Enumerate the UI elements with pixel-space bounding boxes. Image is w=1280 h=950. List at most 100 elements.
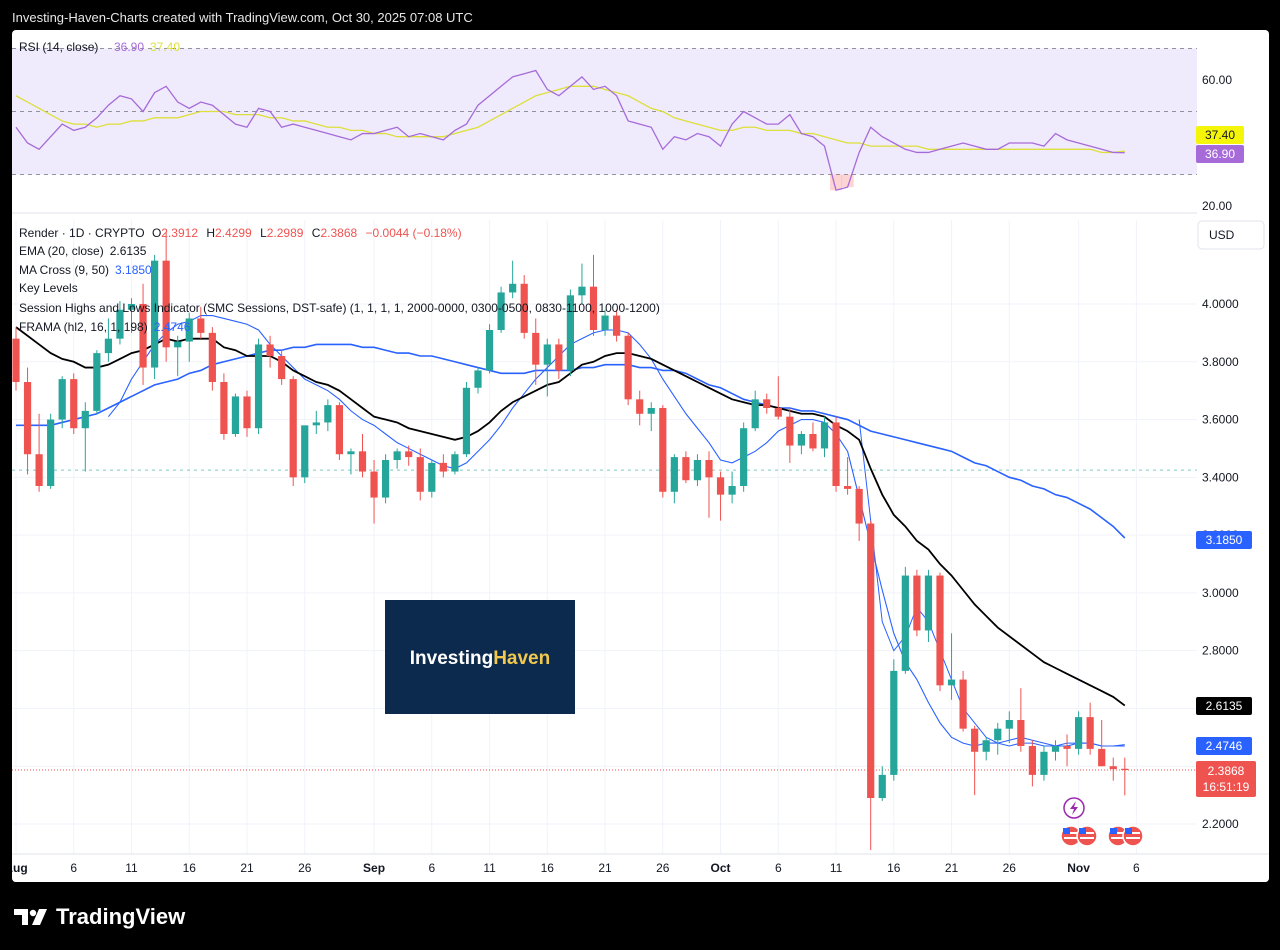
candle-body: [1017, 720, 1025, 746]
time-tick-label: Nov: [1067, 861, 1090, 875]
high-label: H: [206, 226, 215, 240]
candle-body: [462, 387, 471, 455]
candle-body: [613, 315, 621, 336]
time-tick-label: Sep: [363, 861, 385, 875]
candle-body: [266, 344, 274, 356]
candle-body: [624, 335, 632, 400]
candle-body: [740, 428, 748, 486]
candle-body: [116, 309, 124, 339]
candle-body: [763, 399, 771, 408]
candle-body: [670, 457, 678, 492]
rsi-legend: RSI (14, close) 36.90 37.40: [19, 40, 180, 54]
candle-body: [347, 451, 355, 455]
candle-body: [35, 454, 43, 486]
countdown-badge: 16:51:19: [1203, 780, 1250, 794]
price-tick-label: 3.4000: [1202, 470, 1239, 484]
ma-legend-label: MA Cross (9, 50): [19, 263, 109, 277]
candle-body: [243, 396, 251, 429]
candles: [12, 231, 1129, 850]
candle-body: [208, 332, 216, 382]
price-badges: 37.40 36.90 3.1850 2.6135 2.4746 2.3868 …: [1196, 126, 1256, 797]
candle-body: [578, 286, 586, 296]
rsi-badge: 36.90: [1205, 147, 1235, 161]
candle-body: [1121, 768, 1129, 771]
candle-body: [809, 434, 817, 449]
candle-body: [485, 330, 494, 371]
candle-body: [959, 679, 967, 729]
candle-body: [278, 356, 286, 380]
candle-body: [913, 575, 921, 631]
candle-body: [81, 410, 89, 429]
candle-body: [971, 728, 979, 752]
candle-body: [370, 471, 378, 498]
time-tick-label: 26: [656, 861, 670, 875]
candle-body: [151, 260, 159, 368]
candle-body: [532, 332, 540, 365]
time-tick-label: 6: [70, 861, 77, 875]
price-tick-label: 2.8000: [1202, 644, 1239, 658]
investinghaven-watermark: InvestingHaven: [385, 600, 575, 714]
rsi-ma-legend-value: 37.40: [150, 40, 180, 54]
candle-body: [797, 434, 805, 446]
candle-body: [93, 353, 101, 411]
price-tick-label: 3.6000: [1202, 413, 1239, 427]
candle-body: [924, 575, 933, 631]
time-tick-label: 21: [598, 861, 612, 875]
rsi-line: [15, 69, 1125, 192]
chart-canvas[interactable]: 60.00 20.00 InvestingHaven 4.0000 3.8000 3.…: [12, 30, 1269, 882]
candle-body: [416, 457, 424, 492]
candle-body: [474, 370, 482, 388]
candle-body: [47, 419, 55, 486]
candle-body: [439, 462, 447, 472]
svg-text:MA Cross (9, 50)3.1850: MA Cross (9, 50) 3.1850: [19, 263, 152, 277]
time-tick-label: 26: [1003, 861, 1017, 875]
ema-badge-bg: [1196, 697, 1252, 715]
time-tick-label: 16: [183, 861, 197, 875]
ma-legend-value: 3.1850: [115, 263, 152, 277]
candle-body: [844, 486, 852, 489]
candle-body: [185, 318, 193, 342]
candle-body: [12, 338, 20, 382]
candle-body: [393, 451, 401, 460]
time-tick-label: 16: [541, 861, 555, 875]
us-flag-icon: [1076, 825, 1098, 847]
currency-button[interactable]: USD: [1197, 220, 1265, 250]
candle-body: [289, 379, 297, 478]
rsi-badge-bg: [1196, 145, 1244, 163]
candle-body: [1051, 746, 1060, 752]
time-tick-label: 6: [775, 861, 782, 875]
candle-body: [127, 304, 136, 310]
watermark-text: InvestingHaven: [410, 648, 550, 669]
time-tick-label: Aug: [12, 861, 28, 875]
event-markers[interactable]: [1060, 797, 1144, 847]
candle-body: [601, 315, 609, 330]
us-flag-icon: [1122, 825, 1144, 847]
candle-body: [1098, 748, 1106, 767]
ema-badge: 2.6135: [1206, 699, 1243, 713]
price-tick-label: 4.0000: [1202, 297, 1239, 311]
rsi-ma-badge-bg: [1196, 126, 1244, 144]
time-tick-label: 11: [483, 861, 496, 875]
time-tick-label: 11: [125, 861, 138, 875]
candle-body: [936, 575, 944, 686]
key-levels-label: Key Levels: [19, 281, 78, 295]
rsi-pane: 60.00 20.00: [12, 48, 1232, 214]
candle-body: [451, 454, 459, 472]
candle-body: [555, 344, 563, 371]
low-label: L: [260, 226, 267, 240]
tradingview-logo-icon: [14, 909, 47, 925]
open-value: 2.3912: [161, 226, 198, 240]
candle-body: [774, 408, 782, 417]
low-value: 2.2989: [267, 226, 304, 240]
svg-text:USD: USD: [1209, 228, 1235, 242]
close-label: C: [312, 226, 321, 240]
time-tick-label: Oct: [711, 861, 731, 875]
last-price-badge: 2.3868: [1208, 764, 1245, 778]
time-tick-label: 6: [428, 861, 435, 875]
candle-body: [751, 399, 759, 429]
time-tick-label: 21: [945, 861, 959, 875]
candle-body: [994, 728, 1002, 741]
time-tick-label: 6: [1133, 861, 1140, 875]
tradingview-brand: TradingView: [56, 904, 186, 929]
high-value: 2.4299: [215, 226, 252, 240]
